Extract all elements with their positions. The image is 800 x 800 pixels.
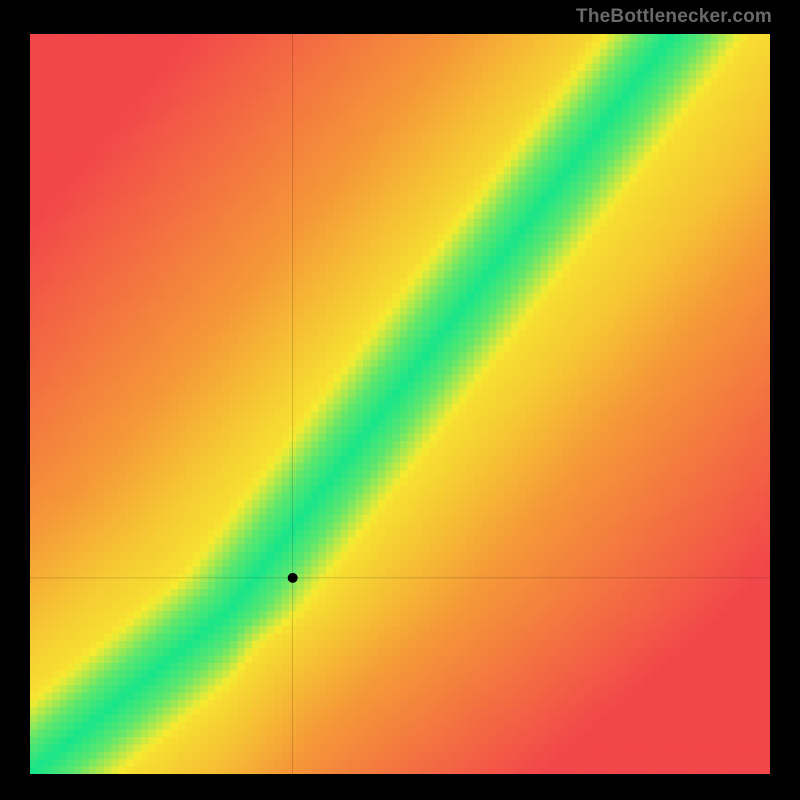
attribution-text: TheBottlenecker.com [576,6,772,28]
crosshair-marker [288,573,298,583]
bottleneck-heatmap [30,34,770,774]
heatmap-svg [30,34,770,774]
heatmap-cells [30,34,770,774]
